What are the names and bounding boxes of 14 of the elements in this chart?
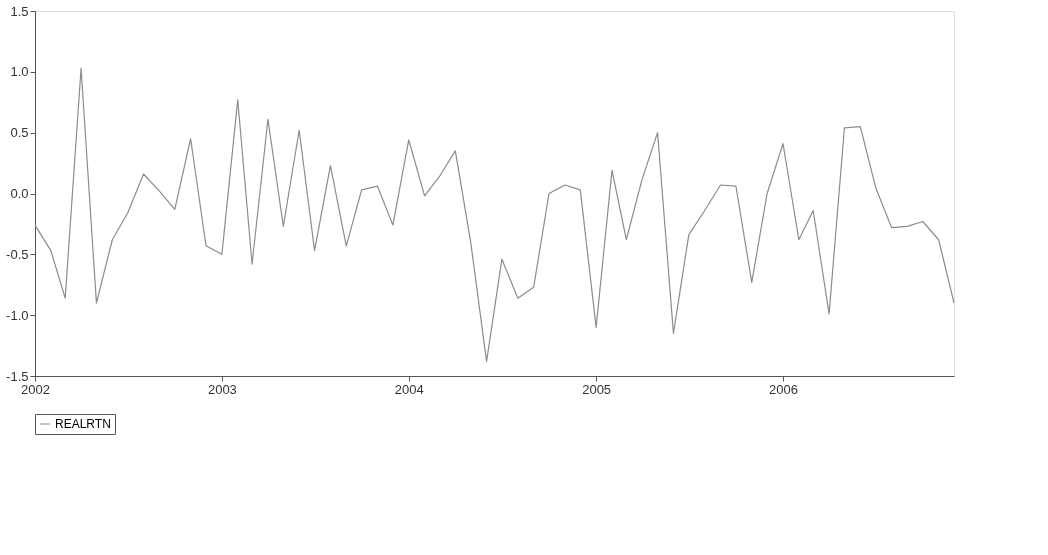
y-tick-label: 0.0 xyxy=(10,186,29,201)
y-tick-label: 1.5 xyxy=(10,3,29,19)
y-tick-label: -1.5 xyxy=(6,368,29,384)
x-tick-label: 2004 xyxy=(394,381,424,397)
x-tick-label: 2006 xyxy=(769,381,798,397)
y-tick-label: 1.0 xyxy=(10,64,29,80)
legend-label: REALRTN xyxy=(55,417,111,431)
y-tick-label: 0.5 xyxy=(10,125,29,141)
y-tick-label: -0.5 xyxy=(6,246,29,262)
x-tick-label: 2002 xyxy=(21,381,50,397)
x-tick-label: 2003 xyxy=(207,381,237,397)
x-tick-label: 2005 xyxy=(582,381,612,397)
line-series xyxy=(34,67,955,362)
y-tick-label: -1.0 xyxy=(6,307,29,323)
